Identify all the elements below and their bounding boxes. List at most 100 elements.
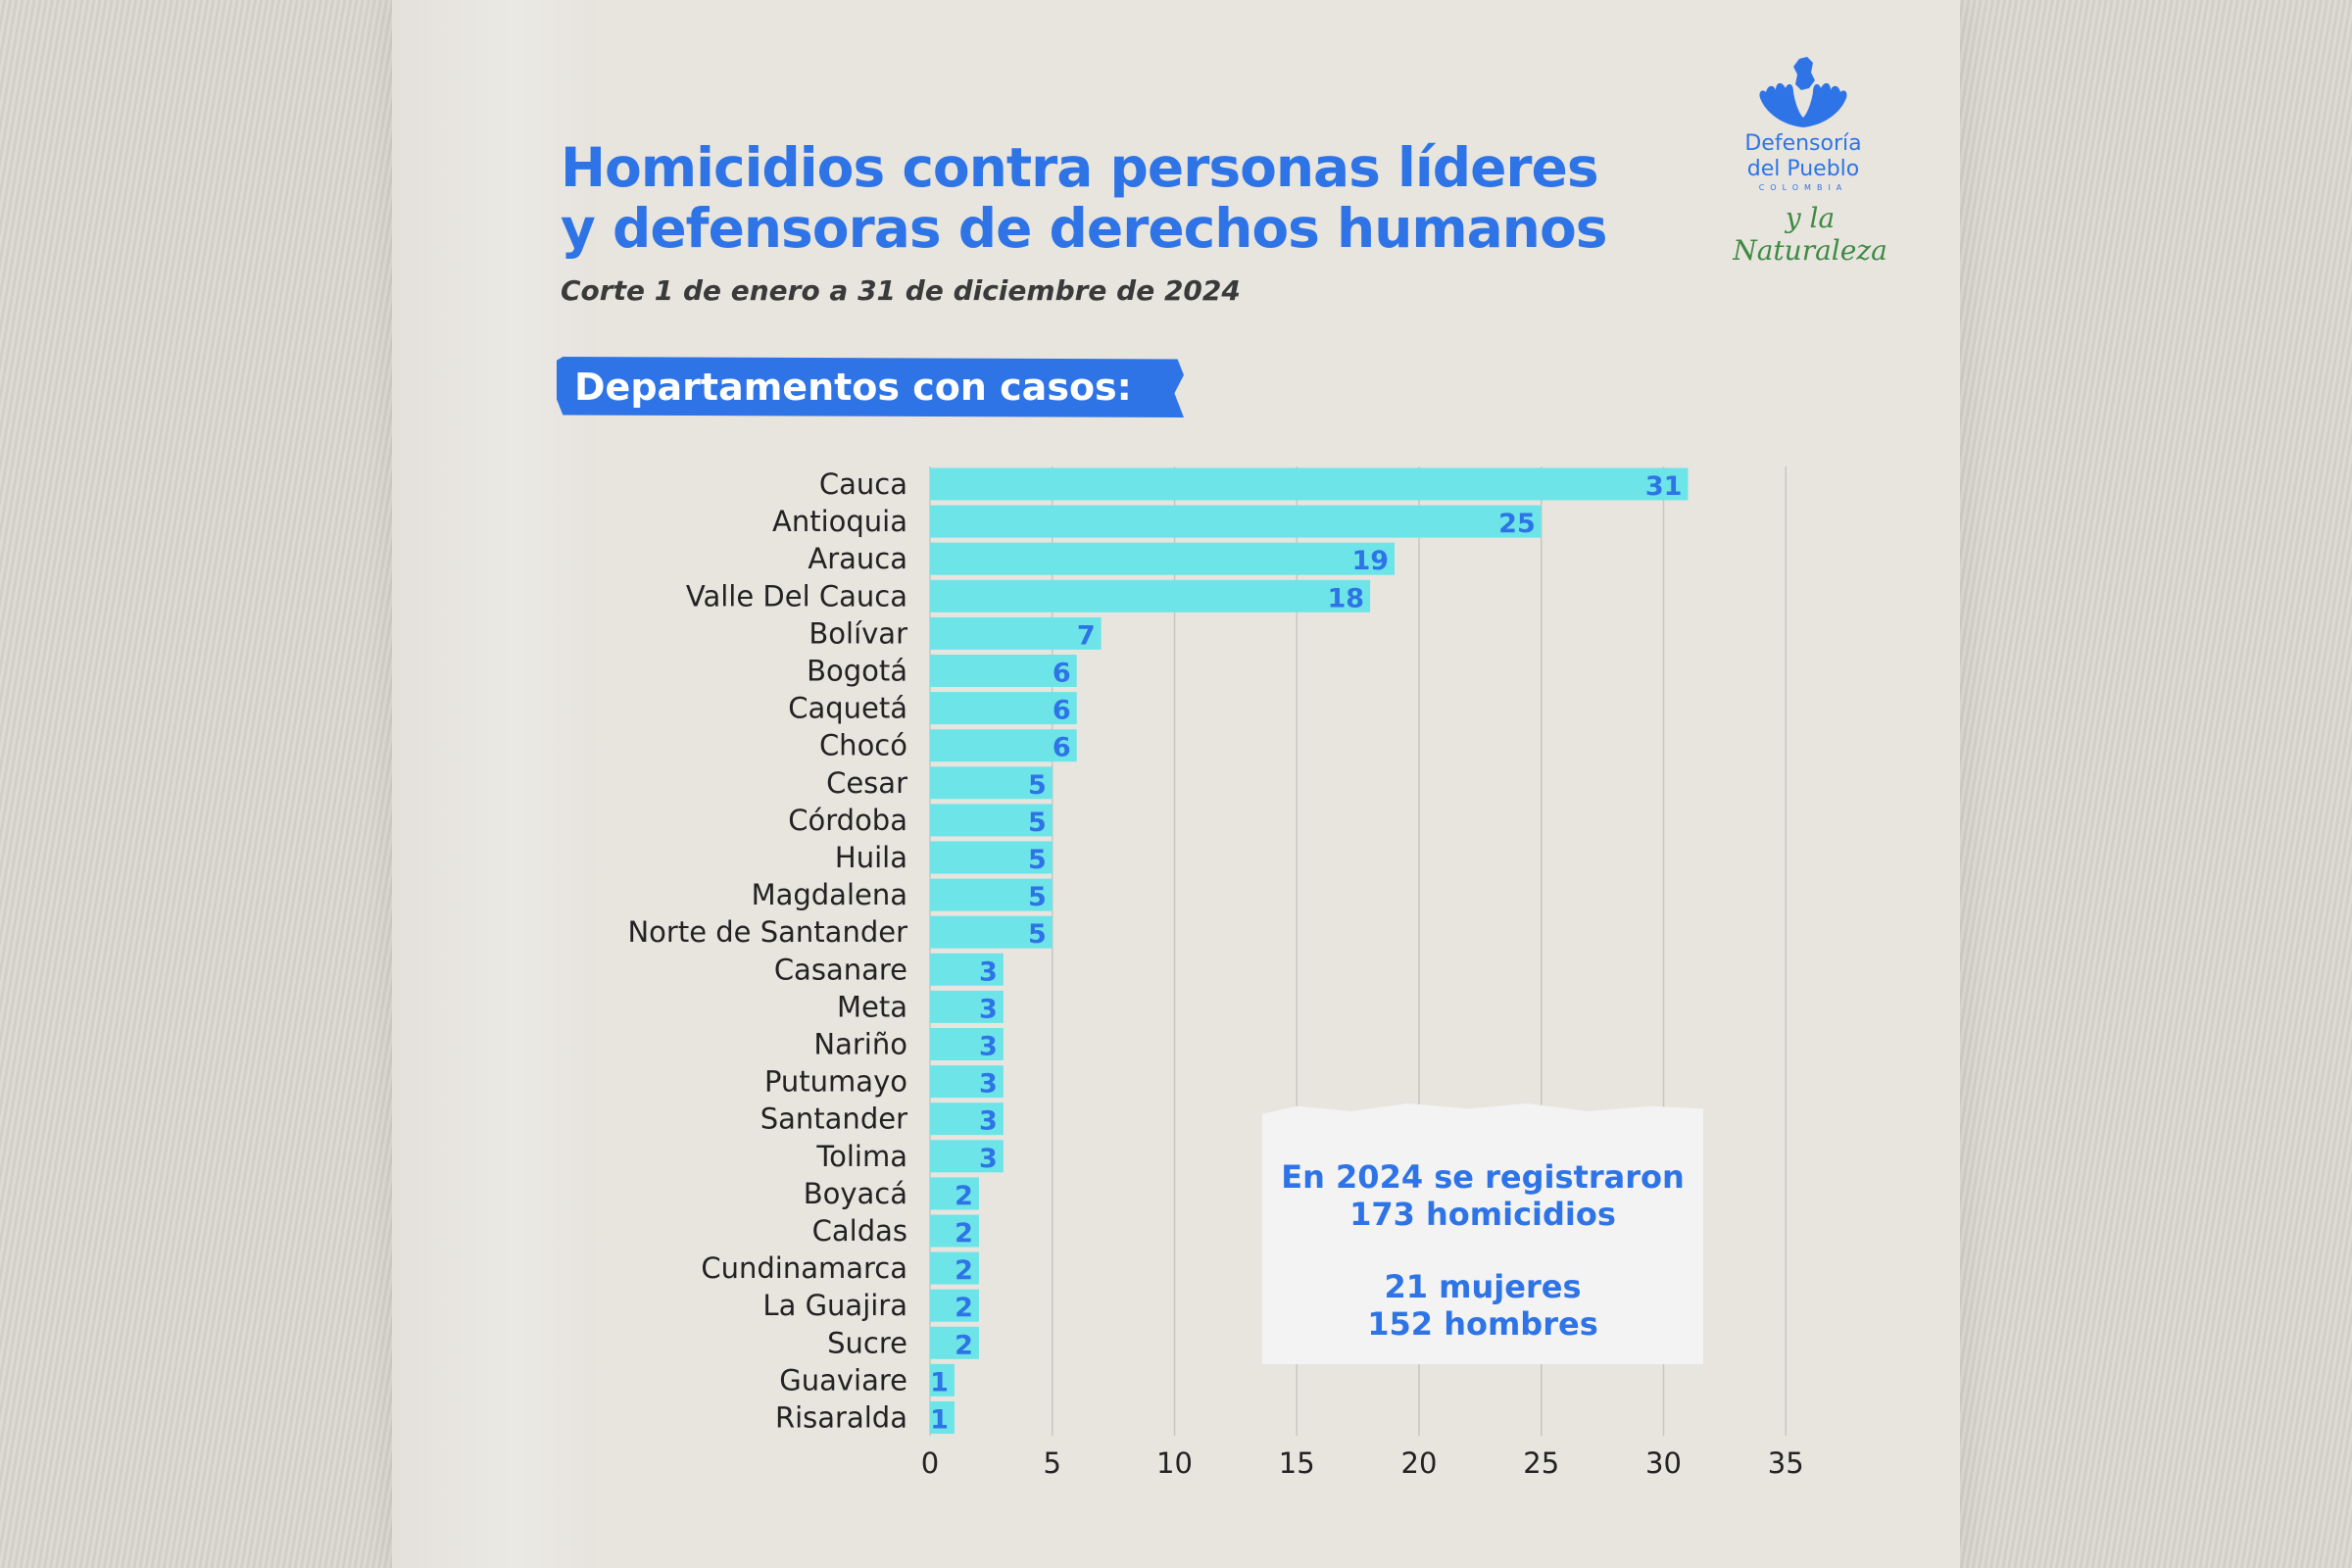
x-tick-label: 20 <box>1401 1446 1438 1480</box>
x-tick-label: 25 <box>1523 1446 1559 1480</box>
x-tick-label: 10 <box>1156 1446 1193 1480</box>
data-label: 18 <box>1328 583 1365 613</box>
category-label: Caquetá <box>788 692 907 725</box>
logo-left-hand <box>1759 82 1803 127</box>
category-label: Caldas <box>812 1214 907 1248</box>
data-label: 6 <box>1053 659 1071 689</box>
data-label: 3 <box>979 1069 998 1100</box>
bar <box>930 729 1077 762</box>
bar <box>930 804 1053 837</box>
bar <box>930 1251 979 1285</box>
bar <box>930 953 1004 986</box>
data-label: 5 <box>1028 919 1047 950</box>
note-line-4: 152 hombres <box>1367 1305 1598 1343</box>
paper-texture <box>392 0 598 1568</box>
bar <box>930 1401 955 1434</box>
data-label: 3 <box>979 956 998 987</box>
data-label: 5 <box>1028 770 1047 801</box>
x-tick-label: 5 <box>1044 1446 1061 1480</box>
category-label: Boyacá <box>804 1177 907 1210</box>
bar <box>930 878 1053 911</box>
category-label: Sucre <box>827 1326 907 1359</box>
category-label: Valle Del Cauca <box>686 579 907 612</box>
category-label: Guaviare <box>779 1363 907 1396</box>
defensoria-logo-icon <box>1759 57 1847 127</box>
bar <box>930 616 1102 650</box>
category-label: Santander <box>760 1102 907 1136</box>
note-line-2: 173 homicidios <box>1349 1196 1616 1233</box>
data-label: 2 <box>955 1181 973 1211</box>
data-label: 1 <box>930 1405 949 1436</box>
category-label: Norte de Santander <box>627 915 907 949</box>
bar <box>930 1177 979 1210</box>
logo-name-line-2: del Pueblo <box>1746 157 1860 181</box>
subtitle: Corte 1 de enero a 31 de diciembre de 20… <box>561 274 1241 307</box>
bar <box>930 579 1371 612</box>
category-label: Cundinamarca <box>701 1251 907 1285</box>
logo-name-line-1: Defensoría <box>1744 131 1862 156</box>
bar <box>930 505 1542 538</box>
bar <box>930 841 1053 874</box>
bar <box>930 655 1077 687</box>
logo-map-shape <box>1793 57 1815 90</box>
category-label: La Guajira <box>762 1289 907 1322</box>
category-label: Córdoba <box>788 804 907 837</box>
bar <box>930 1140 1004 1173</box>
category-label: Bolívar <box>808 616 907 650</box>
data-label: 2 <box>955 1293 973 1323</box>
bar <box>930 766 1053 800</box>
bar <box>930 1289 979 1322</box>
bar <box>930 990 1004 1023</box>
bar <box>930 1326 979 1359</box>
data-label: 5 <box>1028 882 1047 912</box>
data-label: 1 <box>930 1367 949 1397</box>
data-label: 2 <box>955 1330 973 1360</box>
category-label: Casanare <box>774 953 907 986</box>
logo-tagline: y la Naturaleza <box>1733 202 1887 267</box>
bar <box>930 1363 955 1396</box>
title-line-2: y defensoras de derechos humanos <box>561 197 1607 260</box>
category-label: Cesar <box>826 766 907 800</box>
category-label: Putumayo <box>764 1065 907 1099</box>
bar <box>930 1028 1004 1060</box>
page-title: Homicidios contra personas líderes y def… <box>561 136 1607 260</box>
data-label: 6 <box>1053 733 1071 763</box>
summary-note <box>1262 1103 1703 1364</box>
data-label: 6 <box>1053 696 1071 726</box>
data-label: 7 <box>1077 620 1096 651</box>
bar <box>930 915 1053 949</box>
bar <box>930 1102 1004 1136</box>
bar <box>930 1065 1004 1099</box>
note-line-1: En 2024 se registraron <box>1281 1158 1685 1196</box>
bar <box>930 692 1077 725</box>
bar <box>930 467 1689 501</box>
note-line-3: 21 mujeres <box>1384 1268 1582 1305</box>
data-label: 3 <box>979 1032 998 1062</box>
data-label: 3 <box>979 1144 998 1174</box>
logo-name: Defensoría del Pueblo <box>1725 131 1882 182</box>
data-label: 25 <box>1498 509 1536 539</box>
category-label: Risaralda <box>775 1401 907 1435</box>
logo-country: COLOMBIA <box>1758 183 1848 192</box>
data-label: 19 <box>1351 546 1389 576</box>
data-label: 3 <box>979 1106 998 1137</box>
title-line-1: Homicidios contra personas líderes <box>561 136 1599 199</box>
bar <box>930 542 1396 575</box>
category-label: Antioquia <box>772 505 907 538</box>
data-label: 5 <box>1028 845 1047 875</box>
section-label: Departamentos con casos: <box>557 357 1184 417</box>
data-label: 2 <box>955 1255 973 1286</box>
x-tick-label: 0 <box>921 1446 939 1480</box>
x-tick-label: 15 <box>1279 1446 1315 1480</box>
category-label: Huila <box>835 841 907 874</box>
category-label: Cauca <box>819 467 907 501</box>
category-label: Arauca <box>808 542 907 575</box>
data-label: 3 <box>979 994 998 1024</box>
category-label: Meta <box>837 990 907 1023</box>
category-label: Magdalena <box>752 878 907 911</box>
x-tick-label: 30 <box>1645 1446 1682 1480</box>
data-label: 31 <box>1645 471 1683 502</box>
data-label: 2 <box>955 1218 973 1249</box>
x-tick-label: 35 <box>1768 1446 1804 1480</box>
